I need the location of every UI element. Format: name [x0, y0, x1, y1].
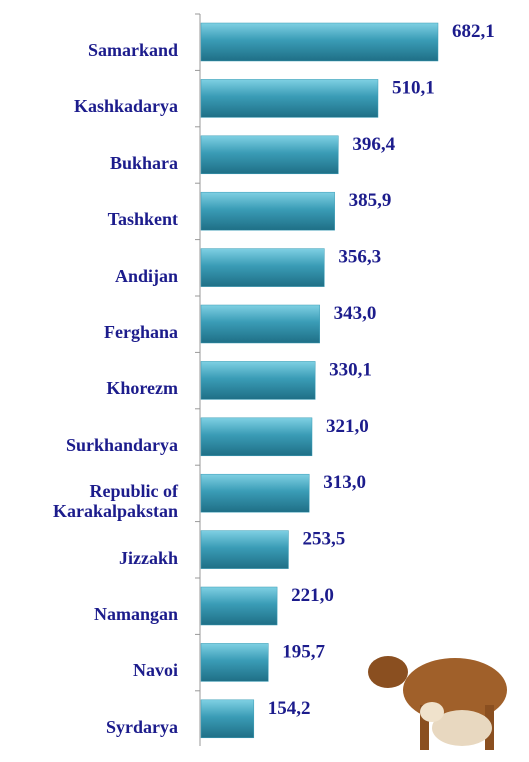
value-label: 343,0 [334, 303, 377, 324]
category-label: Kashkadarya [73, 96, 178, 117]
category-label: Surkhandarya [65, 434, 178, 455]
value-label: 385,9 [349, 190, 392, 211]
bar [200, 473, 310, 513]
bar [200, 135, 339, 175]
bar [200, 191, 335, 231]
bar [200, 643, 269, 682]
value-label: 356,3 [338, 247, 381, 268]
category-label: Jizzakh [118, 547, 178, 568]
value-label: 396,4 [352, 134, 395, 155]
category-label: Khorezm [106, 378, 178, 399]
bar [200, 22, 439, 62]
value-label: 195,7 [282, 641, 325, 662]
category-label: Syrdarya [106, 716, 178, 737]
bar [200, 530, 289, 569]
value-label: 510,1 [392, 77, 435, 98]
bar [200, 699, 255, 739]
category-label: Andijan [114, 265, 178, 286]
category-label: Bukhara [109, 152, 178, 173]
value-label: 330,1 [329, 359, 372, 380]
cow-illustration [368, 656, 507, 750]
bar [200, 586, 278, 626]
category-label: Samarkand [87, 40, 178, 60]
value-label: 682,1 [452, 21, 495, 42]
category-label: Tashkent [107, 209, 178, 230]
bar [200, 361, 316, 400]
bar [200, 79, 379, 118]
value-label: 221,0 [291, 585, 334, 606]
value-label: 313,0 [323, 472, 366, 493]
bar [200, 304, 320, 344]
value-label: 154,2 [268, 698, 311, 719]
category-label: Ferghana [104, 322, 178, 342]
bar [200, 248, 325, 287]
category-label: Republic of Karakalpakstan [52, 481, 178, 522]
value-label: 321,0 [326, 416, 369, 437]
category-label: Navoi [133, 660, 178, 681]
bar [200, 417, 313, 457]
value-label: 253,5 [302, 529, 345, 550]
category-label: Namangan [93, 604, 178, 624]
